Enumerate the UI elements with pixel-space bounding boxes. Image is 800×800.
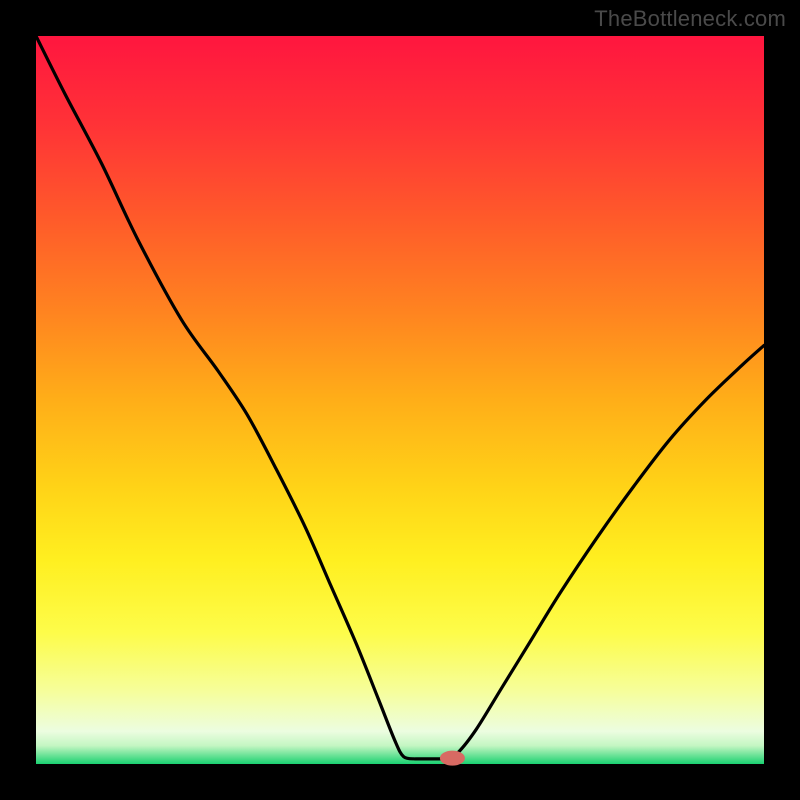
optimum-marker bbox=[440, 751, 464, 765]
plot-background bbox=[36, 36, 764, 764]
bottleneck-chart bbox=[0, 0, 800, 800]
watermark-text: TheBottleneck.com bbox=[594, 6, 786, 32]
chart-stage: TheBottleneck.com bbox=[0, 0, 800, 800]
